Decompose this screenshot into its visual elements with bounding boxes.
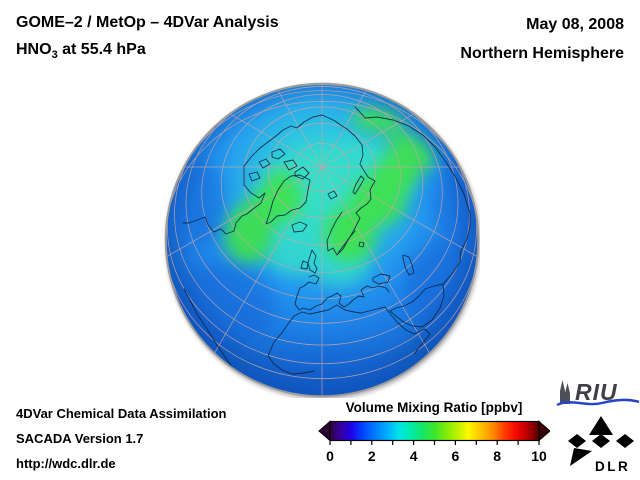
riu-logo: RIU: [556, 379, 640, 407]
cathedral-icon: [560, 380, 570, 404]
colorbar-left-arrow: [318, 420, 331, 442]
tick-label-2: 2: [367, 448, 376, 464]
colorbar-scale: [318, 420, 550, 445]
coastlines: [182, 106, 471, 375]
data-field: [164, 82, 480, 398]
assimilation-label: 4DVar Chemical Data Assimilation: [16, 406, 227, 421]
colorbar-ticks: [329, 440, 540, 445]
colorbar-tick-labels: 0 2 4 6 8 10: [318, 448, 550, 466]
tick-label-4: 4: [409, 448, 418, 464]
credit-block: 4DVar Chemical Data Assimilation SACADA …: [16, 401, 227, 476]
globe-rim: [165, 83, 479, 397]
date-region-block: May 08, 2008 Northern Hemisphere: [460, 15, 624, 63]
tick-label-6: 6: [451, 448, 460, 464]
colorbar-title: Volume Mixing Ratio [ppbv]: [345, 400, 523, 415]
pressure-level: at 55.4 hPa: [57, 41, 146, 58]
tick-label-8: 8: [493, 448, 502, 464]
wdc-url: http://wdc.dlr.de: [16, 456, 116, 471]
tick-label-0: 0: [326, 448, 334, 464]
colorbar: Volume Mixing Ratio [ppbv]: [318, 400, 550, 470]
version-label: SACADA Version 1.7: [16, 431, 144, 446]
hemisphere-label: Northern Hemisphere: [460, 45, 624, 62]
colorbar-gradient: [329, 420, 540, 442]
species-name: HNO: [16, 41, 52, 58]
colorbar-right-arrow: [538, 420, 550, 442]
title-line-1: GOME–2 / MetOp – 4DVar Analysis: [16, 14, 279, 31]
tick-label-10: 10: [531, 448, 547, 464]
plot-title-block: GOME–2 / MetOp – 4DVar Analysis HNO3 at …: [16, 13, 279, 65]
species-subscript: 3: [51, 49, 58, 62]
rhine-wave-icon: [556, 398, 640, 407]
dlr-logo: DLR: [568, 416, 634, 474]
title-line-2: HNO3 at 55.4 hPa: [16, 40, 279, 65]
globe-map: [164, 82, 480, 398]
analysis-date: May 08, 2008: [526, 16, 624, 33]
dlr-emblem-icon: [568, 416, 634, 466]
dlr-wordmark: DLR: [595, 459, 630, 474]
